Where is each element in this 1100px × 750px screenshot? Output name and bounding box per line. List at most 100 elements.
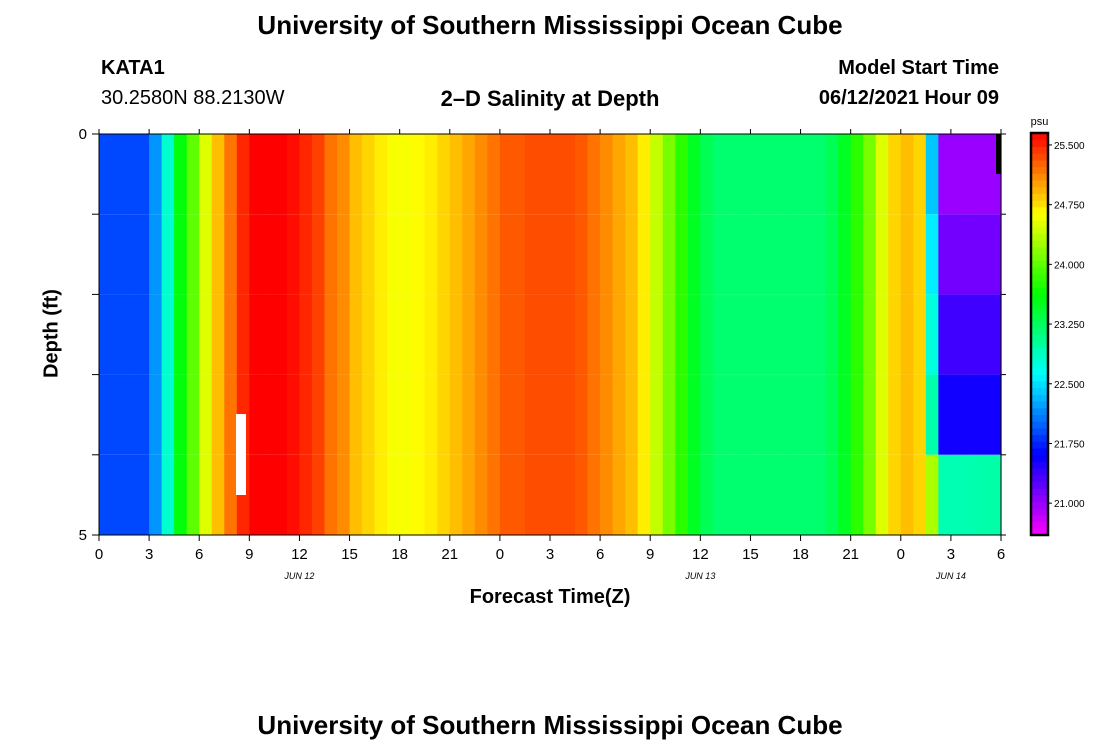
heat-cell <box>938 134 952 215</box>
y-axis: 05 <box>79 126 1006 544</box>
colorbar-swatch <box>1031 179 1048 188</box>
heat-cell <box>800 454 814 535</box>
heat-cell <box>725 374 739 455</box>
heat-cell <box>575 454 589 535</box>
heat-cell <box>387 294 401 375</box>
heat-cell <box>813 454 827 535</box>
heat-cell <box>612 214 626 295</box>
colorbar-swatch <box>1031 280 1048 288</box>
heat-cell <box>412 214 426 295</box>
colorbar-frame <box>1029 131 1050 537</box>
heat-cell <box>111 374 125 455</box>
heat-cell <box>550 294 564 375</box>
heat-cell <box>662 454 676 535</box>
heat-cell <box>362 134 376 215</box>
x-tick-label: 12 <box>291 546 308 563</box>
heat-cell <box>261 294 275 375</box>
heat-cell <box>938 214 952 295</box>
heat-cell <box>249 214 263 295</box>
heat-cell <box>249 454 263 535</box>
heat-cell <box>124 134 138 215</box>
heat-cell <box>524 214 539 295</box>
heat-cell <box>762 454 777 535</box>
heat-cell <box>324 454 338 535</box>
y-axis-title: Depth (ft) <box>40 289 63 378</box>
heat-cell <box>838 294 852 375</box>
heat-cell <box>374 374 388 455</box>
heat-cell <box>550 214 564 295</box>
heat-cell <box>199 134 213 215</box>
heat-cell <box>700 214 714 295</box>
heat-cell <box>362 294 376 375</box>
heat-cell <box>424 294 438 375</box>
heat-cell <box>825 134 839 215</box>
heat-cell <box>625 454 639 535</box>
colorbar-swatch <box>1031 327 1048 335</box>
heat-cell <box>950 454 965 535</box>
heat-cell <box>186 454 200 535</box>
heat-cell <box>349 214 363 295</box>
heat-cell <box>286 374 301 455</box>
heat-cell <box>900 294 914 375</box>
heat-cell <box>562 214 576 295</box>
heat-cell <box>600 374 614 455</box>
heat-cell <box>412 374 426 455</box>
x-date-label: JUN 13 <box>684 571 715 581</box>
heat-cell <box>149 374 163 455</box>
colorbar-swatch <box>1031 514 1048 523</box>
x-date-label: JUN 14 <box>935 571 966 581</box>
heat-cell <box>211 294 225 375</box>
heat-cell <box>161 134 175 215</box>
heat-cell <box>111 134 125 215</box>
heat-cell <box>737 454 752 535</box>
heat-cell <box>537 374 551 455</box>
heat-cell <box>888 134 902 215</box>
heat-cell <box>975 294 990 375</box>
colorbar-tick-label: 25.500 <box>1054 141 1085 152</box>
heat-cell <box>537 294 551 375</box>
colorbar-swatch <box>1031 233 1048 241</box>
heat-cell <box>662 374 676 455</box>
heat-cell <box>637 294 651 375</box>
heat-cell <box>725 214 739 295</box>
heat-cell <box>975 454 990 535</box>
heat-cell <box>938 294 952 375</box>
colorbar-swatch <box>1031 307 1048 315</box>
heat-cell <box>186 374 200 455</box>
heat-cell <box>888 294 902 375</box>
page-title: University of Southern Mississippi Ocean… <box>257 10 843 40</box>
heat-cell <box>838 214 852 295</box>
heat-cell <box>637 374 651 455</box>
heat-cell <box>224 454 238 535</box>
heat-cell <box>637 134 651 215</box>
heat-cell <box>211 134 225 215</box>
heatmap-cells <box>99 134 1002 535</box>
station-id: KATA1 <box>101 57 165 79</box>
colorbar-swatch <box>1031 200 1048 208</box>
model-start-label: Model Start Time <box>838 57 999 79</box>
heat-cell <box>900 214 914 295</box>
heat-cell <box>274 134 288 215</box>
colorbar-swatch <box>1031 407 1048 415</box>
heat-cell <box>575 214 589 295</box>
heat-cell <box>362 214 376 295</box>
heat-cell <box>575 134 589 215</box>
heat-cell <box>963 134 977 215</box>
heat-cell <box>499 214 514 295</box>
heat-cell <box>562 374 576 455</box>
heat-cell <box>612 294 626 375</box>
heat-cell <box>236 294 250 375</box>
heat-cell <box>925 214 939 295</box>
heat-cell <box>324 374 338 455</box>
heat-cell <box>762 134 777 215</box>
colorbar-swatch <box>1031 427 1048 436</box>
heat-cell <box>925 454 939 535</box>
x-tick-label: 6 <box>997 546 1005 563</box>
heat-cell <box>311 214 326 295</box>
heat-cell <box>524 134 539 215</box>
station-coords: 30.2580N 88.2130W <box>101 87 285 109</box>
heat-cell <box>863 454 877 535</box>
y-tick-label: 0 <box>79 126 87 143</box>
heat-cell <box>111 294 125 375</box>
